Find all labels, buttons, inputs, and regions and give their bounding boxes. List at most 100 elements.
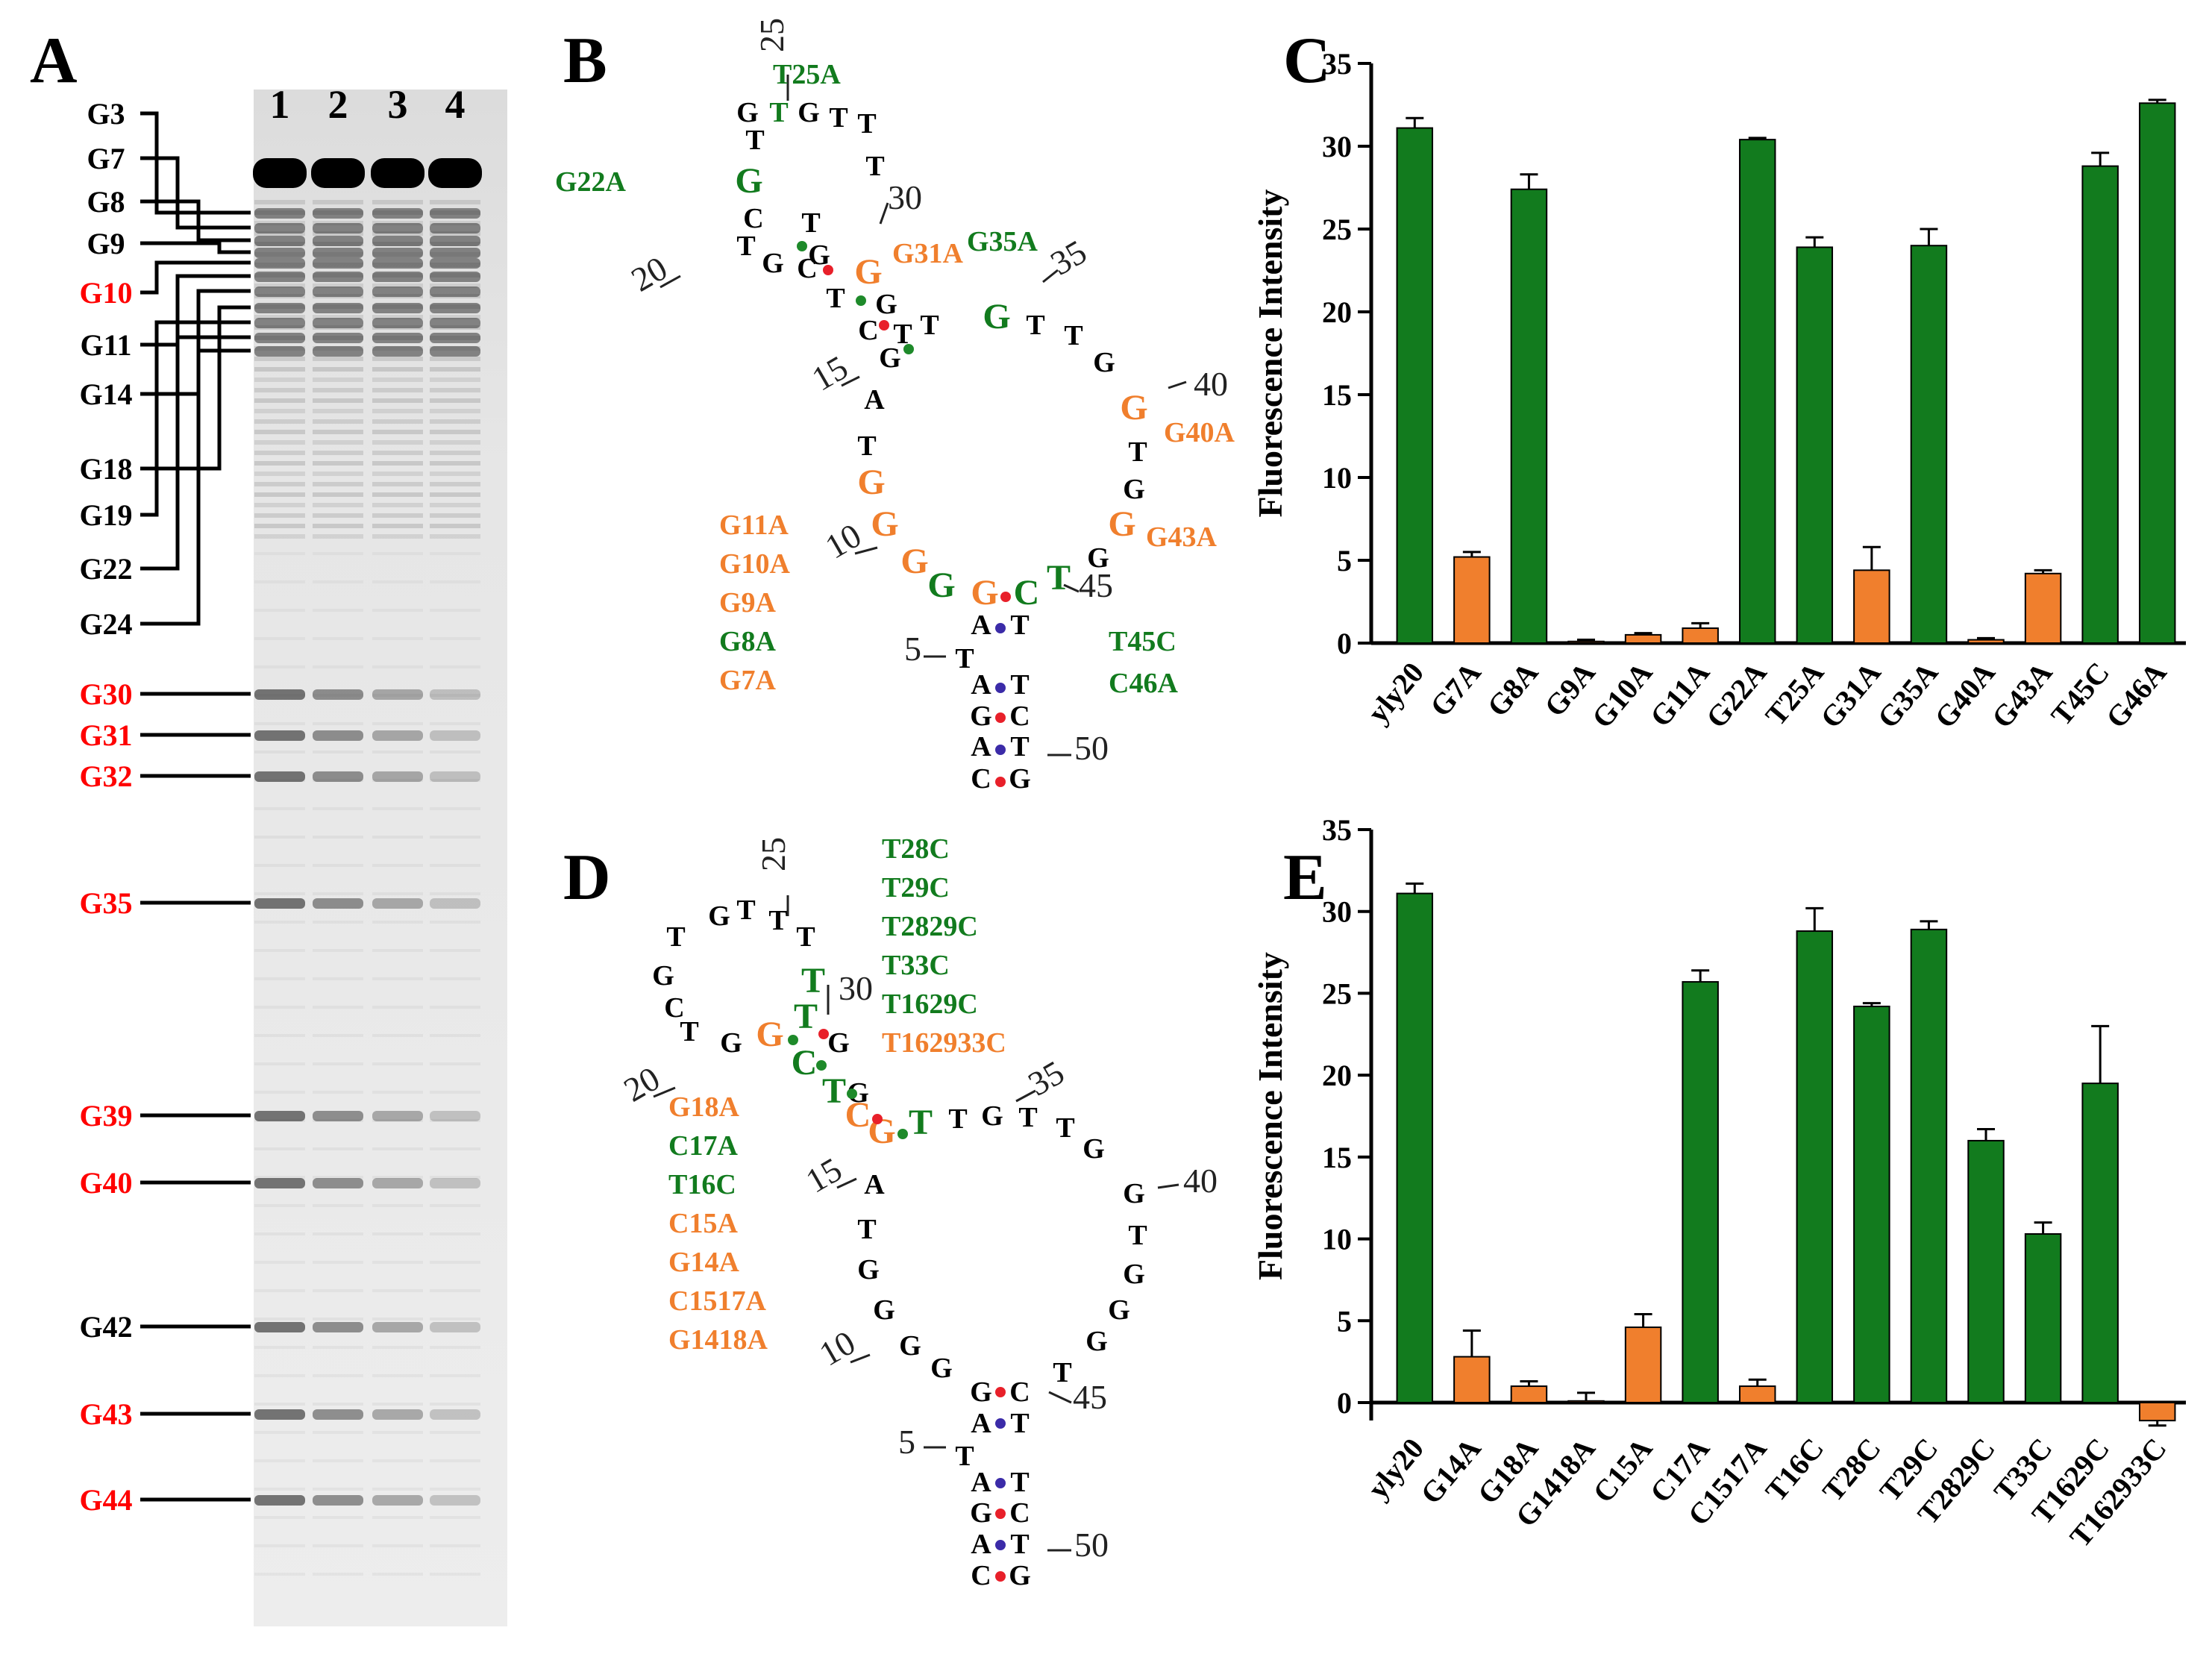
gel-minor-band <box>430 722 480 725</box>
panel-a-letter: A <box>30 25 78 97</box>
gel-minor-band <box>430 367 480 372</box>
gel-minor-band <box>430 637 480 640</box>
y-tick-label: 0 <box>1337 1386 1352 1420</box>
gel-minor-band <box>254 1176 305 1179</box>
nucleotide: T <box>768 905 787 936</box>
gel-minor-band <box>254 665 305 668</box>
gel-minor-band <box>372 552 423 555</box>
nucleotide: T <box>1026 310 1044 341</box>
gel-band <box>372 1178 423 1188</box>
nucleotide: C <box>743 203 763 234</box>
gel-leader-line <box>140 274 251 347</box>
position-tick <box>836 1177 857 1189</box>
gel-minor-band <box>372 864 423 867</box>
position-label: 50 <box>1074 729 1109 767</box>
y-tick-label: 35 <box>1322 47 1352 81</box>
gel-minor-band <box>254 534 305 539</box>
gel-minor-band <box>313 482 363 486</box>
gel-band <box>254 286 305 297</box>
mutation-label: G40A <box>1164 417 1235 448</box>
base-pair-dot <box>995 1509 1006 1519</box>
gel-band <box>430 1409 480 1420</box>
gel-minor-band <box>372 609 423 612</box>
bar <box>1567 1400 1605 1403</box>
nucleotide: G <box>1087 542 1109 574</box>
gel-minor-band <box>254 1374 305 1377</box>
gel-minor-band <box>254 1459 305 1462</box>
mutation-label: T2829C <box>882 911 978 942</box>
gel-band <box>372 318 423 328</box>
gel-band <box>313 258 363 269</box>
gel-minor-band <box>372 1204 423 1207</box>
nucleotide: A <box>971 731 991 762</box>
gel-minor-band <box>430 482 480 486</box>
nucleotide: G <box>1082 1133 1105 1165</box>
gel-band-label: G18 <box>79 452 132 486</box>
mutation-label: C46A <box>1109 668 1178 699</box>
gel-minor-band <box>313 1232 363 1235</box>
bar <box>2138 1402 2176 1422</box>
nucleotide: G <box>1093 347 1115 378</box>
gel-band <box>372 1495 423 1506</box>
nucleotide: T <box>680 1016 698 1047</box>
gel-minor-band <box>313 1516 363 1519</box>
base-pair-dot <box>995 623 1006 633</box>
bar <box>1624 1326 1662 1404</box>
gel-minor-band <box>372 1516 423 1519</box>
gel-minor-band <box>372 580 423 583</box>
nucleotide: T <box>955 643 974 674</box>
gel-minor-band <box>430 751 480 754</box>
gel-minor-band <box>430 1346 480 1349</box>
gel-minor-band <box>313 836 363 839</box>
gel-band <box>254 333 305 343</box>
gel-band <box>313 1409 363 1420</box>
gel-minor-band <box>430 409 480 413</box>
mutation-label: C1517A <box>668 1285 766 1317</box>
gel-minor-band <box>430 419 480 424</box>
gel-minor-band <box>372 388 423 392</box>
nucleotide: C <box>845 1095 871 1135</box>
y-axis-label: Fluorescence Intensity <box>1251 952 1289 1280</box>
gel-minor-band <box>430 609 480 612</box>
gel-minor-band <box>313 472 363 476</box>
gel-minor-band <box>430 1232 480 1235</box>
base-pair-dot <box>903 344 914 354</box>
x-tick-label: T16C <box>1758 1432 1830 1508</box>
gel-minor-band <box>372 921 423 924</box>
gel-minor-band <box>372 440 423 445</box>
gel-lane-labels: 1 2 3 4 <box>270 82 466 127</box>
gel-band <box>372 1322 423 1332</box>
gel-leader-line <box>140 260 251 295</box>
gel-minor-band <box>372 315 423 319</box>
gel-minor-band <box>254 1516 305 1519</box>
bar <box>2081 1083 2119 1403</box>
gel-band <box>254 303 305 313</box>
gel-band <box>372 1409 423 1420</box>
gel-band <box>254 236 305 246</box>
y-tick-label: 20 <box>1322 1059 1352 1092</box>
nucleotide: C <box>1009 1497 1030 1529</box>
mutation-label: G43A <box>1146 521 1218 553</box>
nucleotide: G <box>854 252 882 292</box>
gel-minor-band <box>430 977 480 980</box>
gel-minor-band <box>254 1403 305 1406</box>
gel-band <box>372 346 423 357</box>
gel-band <box>430 1111 480 1121</box>
panel-c-letter: C <box>1283 25 1331 97</box>
base-pair-dot <box>823 265 833 275</box>
gel-minor-band <box>254 892 305 895</box>
gel-minor-band <box>313 440 363 445</box>
gel-minor-band <box>254 1318 305 1321</box>
position-tick <box>1168 380 1187 389</box>
gel-band-label: G10 <box>79 276 132 310</box>
base-pair-dot <box>995 777 1006 787</box>
gel-minor-band <box>313 1459 363 1462</box>
x-tick-label: G14A <box>1414 1432 1488 1511</box>
nucleotide: G <box>970 1376 992 1408</box>
gel-minor-band <box>254 1147 305 1150</box>
gel-top-band <box>371 158 424 188</box>
gel-minor-band <box>430 430 480 434</box>
gel-band <box>254 689 305 700</box>
gel-band-label: G39 <box>79 1099 132 1133</box>
